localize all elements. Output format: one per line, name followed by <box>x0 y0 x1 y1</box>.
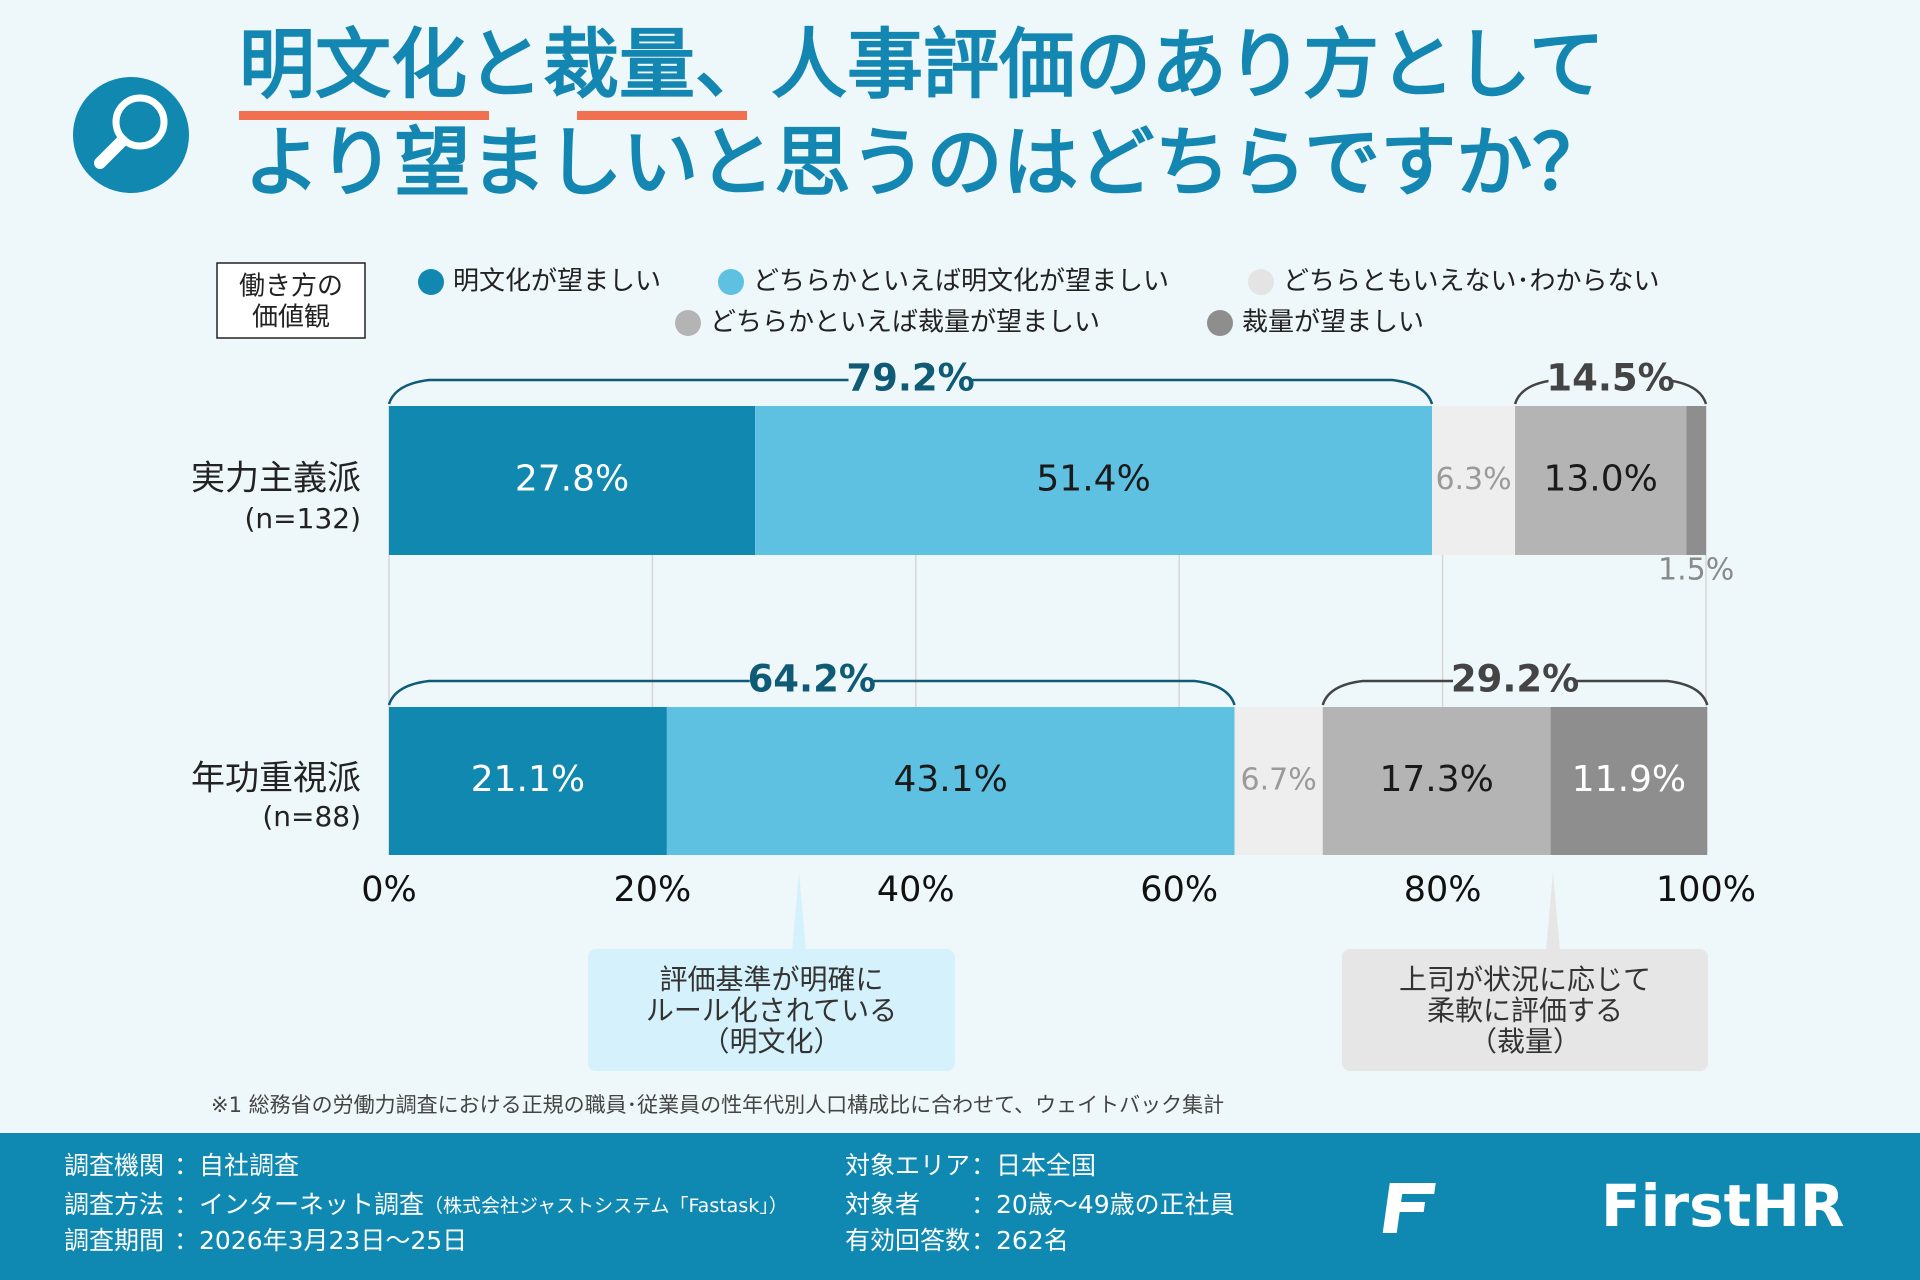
bar-segment <box>1515 406 1687 555</box>
sample-size: (n=132) <box>245 502 362 535</box>
value-label: 6.3% <box>1435 462 1511 497</box>
bar-segment <box>1322 707 1551 855</box>
x-tick-label: 60% <box>1140 870 1218 910</box>
callout-text: 柔軟に評価する <box>1427 994 1623 1027</box>
bar-segment <box>1234 707 1323 855</box>
legend-marker <box>1248 269 1274 295</box>
bracket-label-bg <box>848 360 973 400</box>
x-tick-label: 0% <box>361 870 417 910</box>
callout-text: ルール化されている <box>646 994 897 1027</box>
sample-size: (n=88) <box>262 800 361 833</box>
category-label: 年功重視派 <box>191 759 361 799</box>
search-icon <box>73 77 189 193</box>
legend-marker <box>1207 310 1233 336</box>
footer-label: 対象エリア <box>845 1151 970 1180</box>
footer-value: ：262名 <box>971 1226 1069 1255</box>
bar-segment <box>755 406 1433 555</box>
title-underline <box>239 111 489 120</box>
footer-value-text: ：2026年3月23日～25日 <box>174 1226 467 1255</box>
legend-label: 裁量が望ましい <box>1242 308 1424 338</box>
footnote: ※1 総務省の労働力調査における正規の職員･従業員の性年代別人口構成比に合わせて… <box>211 1093 1224 1117</box>
bracket-label: 64.2% <box>748 658 876 701</box>
x-tick-label: 100% <box>1656 870 1756 910</box>
callout-text: 上司が状況に応じて <box>1399 963 1651 996</box>
footer-value-text: ：20歳～49歳の正社員 <box>971 1190 1235 1219</box>
x-tick-label: 80% <box>1404 870 1482 910</box>
bracket-label-bg <box>1453 661 1578 701</box>
footer-value-text: ：インターネット調査 <box>174 1190 424 1219</box>
value-label: 27.8% <box>515 459 629 500</box>
bracket-label-bg <box>749 661 874 701</box>
legend-label: どちらかといえば明文化が望ましい <box>753 267 1169 297</box>
bracket-label: 79.2% <box>846 357 974 400</box>
legend-label: どちらともいえない･わからない <box>1283 267 1659 297</box>
footer-label: 有効回答数 <box>845 1226 970 1255</box>
value-label: 21.1% <box>471 759 585 800</box>
value-label: 13.0% <box>1543 459 1657 500</box>
x-tick-label: 20% <box>614 870 692 910</box>
bar-segment <box>666 707 1235 855</box>
callout-text: （明文化） <box>701 1025 841 1058</box>
bar-segment <box>389 707 667 855</box>
footer-value: ：2026年3月23日～25日 <box>174 1226 467 1255</box>
bar-segment <box>1686 406 1706 555</box>
legend-label: どちらかといえば裁量が望ましい <box>710 308 1100 338</box>
legend-title-box <box>216 262 366 339</box>
footer-label: 対象者 <box>845 1190 920 1219</box>
brand-name: FirstHR <box>1601 1172 1845 1240</box>
footer-label: 調査方法 <box>64 1190 164 1219</box>
value-label: 1.5% <box>1658 553 1734 588</box>
brand-logo <box>1382 1183 1436 1233</box>
footer-label: 調査期間 <box>64 1226 164 1255</box>
footer-value-text: ：日本全国 <box>971 1151 1096 1180</box>
title-underline <box>577 111 747 120</box>
footer-value: ：日本全国 <box>971 1151 1096 1180</box>
value-label: 43.1% <box>894 759 1008 800</box>
bracket-label-bg <box>1548 360 1673 400</box>
footer-note: （株式会社ジャストシステム「Fastask」） <box>424 1195 788 1217</box>
value-label: 11.9% <box>1572 759 1686 800</box>
value-label: 17.3% <box>1379 759 1493 800</box>
legend-title: 働き方の <box>239 272 343 302</box>
chart-title: より望ましいと思うのはどちらですか？ <box>244 118 1608 207</box>
x-tick-label: 40% <box>877 870 955 910</box>
callout-text: （裁量） <box>1469 1025 1581 1058</box>
footer-band <box>0 1133 1920 1280</box>
callout-pointer <box>1546 872 1560 951</box>
callout-text: 評価基準が明確に <box>659 963 883 996</box>
bar-segment <box>1432 406 1516 555</box>
legend-marker <box>718 269 744 295</box>
bar-segment <box>1550 707 1708 855</box>
bracket-label: 14.5% <box>1546 357 1674 400</box>
footer-label: 調査機関 <box>64 1151 164 1180</box>
callout-box <box>1342 949 1708 1071</box>
legend-marker <box>418 269 444 295</box>
bracket-label: 29.2% <box>1451 658 1579 701</box>
footer-value: ：20歳～49歳の正社員 <box>971 1190 1235 1219</box>
callout-pointer <box>792 872 806 951</box>
legend-label: 明文化が望ましい <box>453 267 661 297</box>
value-label: 6.7% <box>1241 763 1317 798</box>
footer-value-text: ：262名 <box>971 1226 1069 1255</box>
footer-value-text: ：自社調査 <box>174 1151 299 1180</box>
callout-box <box>588 949 955 1071</box>
footer-value: ：自社調査 <box>174 1151 299 1180</box>
category-label: 実力主義派 <box>191 459 361 499</box>
legend-title: 価値観 <box>252 303 330 333</box>
value-label: 51.4% <box>1036 459 1150 500</box>
chart-title: 明文化と裁量、人事評価のあり方として <box>239 20 1605 109</box>
bar-segment <box>389 406 756 555</box>
footer-value: ：インターネット調査（株式会社ジャストシステム「Fastask」） <box>174 1190 788 1219</box>
legend-marker <box>675 310 701 336</box>
